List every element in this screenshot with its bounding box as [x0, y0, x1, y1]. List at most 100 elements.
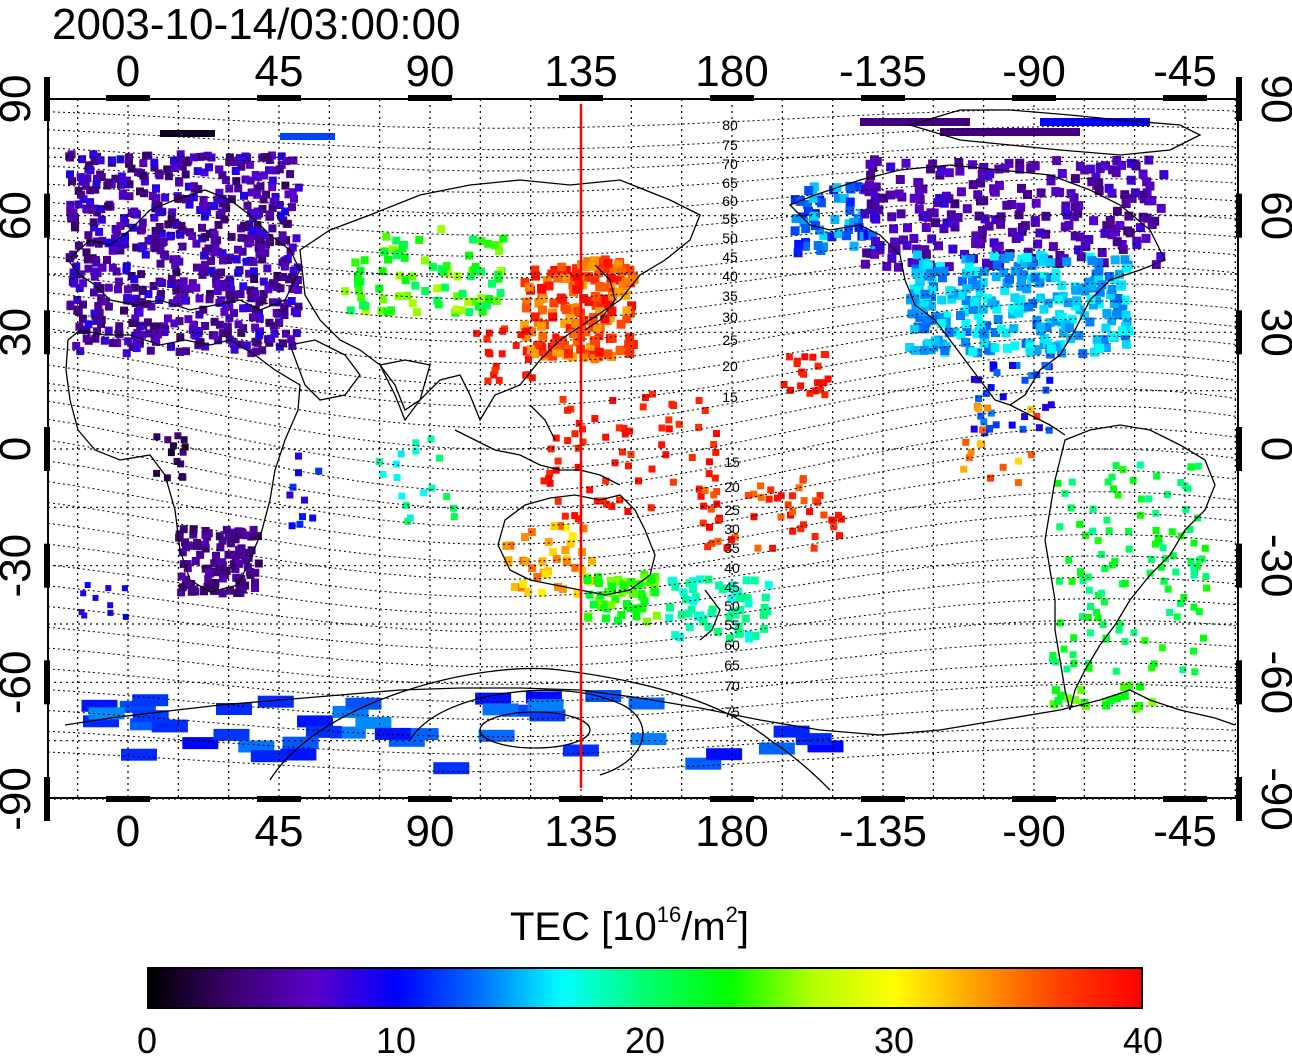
tec-cell — [521, 533, 529, 541]
tec-cell — [279, 273, 288, 281]
tec-cell — [773, 725, 810, 738]
tec-cell — [122, 613, 129, 620]
tec-cell — [773, 494, 781, 502]
tec-cell — [89, 150, 98, 159]
tec-cell — [1122, 316, 1132, 326]
tec-cell — [1057, 312, 1067, 322]
tec-cell — [784, 501, 792, 509]
tec-cell — [874, 205, 884, 215]
tec-cell — [821, 391, 829, 399]
tec-cell — [93, 327, 101, 336]
tec-cell — [794, 239, 804, 249]
tec-cell — [227, 232, 236, 241]
tec-cell — [379, 295, 388, 304]
tec-cell — [587, 261, 597, 271]
tec-cell — [235, 154, 244, 163]
tec-cell — [267, 334, 276, 343]
frame-tick-bottom — [408, 796, 452, 802]
tec-cell — [268, 204, 277, 212]
tec-cell — [687, 605, 696, 614]
tec-cell — [1173, 613, 1181, 621]
tec-cell — [219, 256, 227, 265]
tec-cell — [81, 612, 88, 619]
tec-cell — [114, 277, 123, 286]
tec-cell — [132, 694, 169, 707]
tec-cell — [1123, 226, 1133, 236]
tec-cell — [143, 300, 152, 309]
tec-cell — [808, 193, 818, 203]
tec-cell — [526, 345, 536, 355]
tec-cell — [260, 171, 269, 180]
tec-cell — [712, 448, 720, 456]
tec-cell — [640, 597, 649, 606]
tec-cell — [734, 622, 743, 631]
tec-cell — [1051, 272, 1060, 282]
tec-cell — [254, 532, 262, 541]
tec-cell — [1078, 284, 1087, 294]
tec-cell — [296, 520, 304, 528]
tec-cell — [275, 201, 284, 209]
contour-label: 30 — [722, 309, 738, 325]
tec-cell — [1055, 187, 1065, 197]
tec-cell — [361, 302, 370, 310]
tec-cell — [170, 156, 178, 165]
tec-cell — [78, 609, 85, 616]
y-tick-left: 90 — [0, 75, 40, 124]
tec-cell — [113, 227, 122, 236]
tec-cell — [92, 180, 101, 189]
tec-cell — [86, 238, 95, 247]
tec-cell — [1101, 343, 1111, 352]
tec-cell — [682, 595, 691, 604]
tec-cell — [557, 262, 567, 272]
tec-cell — [989, 361, 997, 369]
tec-cell — [444, 268, 453, 277]
tec-cell — [262, 153, 271, 162]
tec-cell — [107, 609, 114, 616]
tec-cell — [1014, 210, 1024, 220]
tec-cell — [412, 308, 421, 317]
magnetic-latitude-contours: 8075706560555045403530252015152025303540… — [47, 108, 1237, 773]
tec-cell — [262, 190, 270, 199]
tec-cell — [477, 237, 486, 246]
tec-cell — [235, 559, 244, 568]
tec-cell — [1182, 506, 1190, 513]
tec-cell — [1092, 334, 1102, 344]
tec-cell — [601, 614, 610, 623]
tec-cell — [918, 184, 928, 194]
tec-cell — [180, 436, 188, 444]
tec-cell — [271, 192, 280, 201]
tec-cell — [1041, 229, 1051, 239]
tec-cell — [1108, 561, 1116, 569]
tec-cell — [799, 476, 807, 484]
tec-cell — [150, 158, 159, 167]
tec-cell — [485, 295, 494, 303]
tec-cell — [218, 329, 227, 338]
tec-cell — [1107, 188, 1117, 198]
tec-cell — [1010, 266, 1020, 276]
tec-cell — [810, 221, 820, 231]
tec-cell — [638, 604, 647, 613]
tec-cell — [930, 336, 940, 346]
tec-cell — [1074, 245, 1084, 255]
tec-cell — [281, 181, 290, 190]
tec-cell — [1181, 482, 1189, 490]
tec-cell — [921, 249, 931, 259]
tec-cell — [809, 211, 819, 221]
y-tick-right: 30 — [1252, 308, 1292, 357]
tec-cell — [590, 291, 600, 301]
tec-cell — [927, 292, 936, 301]
tec-cell — [632, 612, 641, 621]
tec-cell — [131, 314, 140, 323]
tec-cell — [572, 273, 582, 283]
tec-cell — [290, 307, 299, 316]
tec-cell — [1057, 169, 1067, 178]
tec-cell — [357, 293, 366, 302]
tec-cell — [820, 379, 828, 387]
tec-cell — [210, 317, 219, 326]
tec-cell — [617, 267, 627, 277]
tec-cell — [1127, 193, 1137, 203]
tec-cell — [201, 342, 210, 351]
tec-cell — [288, 188, 297, 197]
tec-cell — [1003, 343, 1012, 353]
tec-cell — [622, 599, 631, 608]
